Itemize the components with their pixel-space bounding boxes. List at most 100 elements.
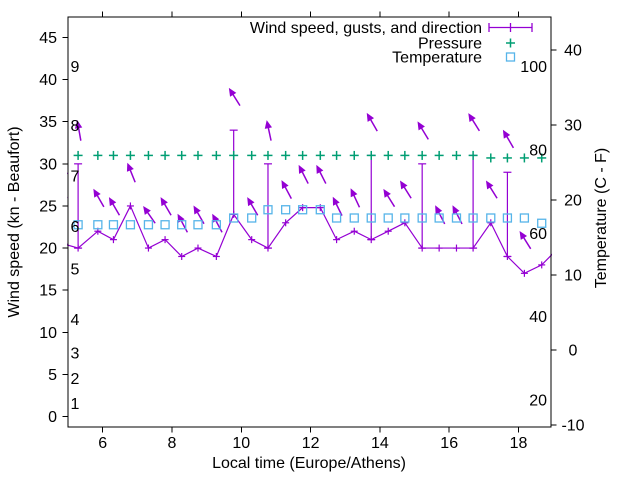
arrow-tail [77, 127, 82, 141]
arrow-tail [129, 169, 136, 183]
temperature-marker [73, 220, 83, 230]
arrow-head [108, 197, 117, 207]
y-tick-label-wind: 25 [39, 198, 57, 215]
arrow-tail [353, 194, 361, 208]
arrow-head [435, 205, 443, 215]
temperature-marker [177, 220, 187, 230]
temperature-marker [519, 213, 530, 223]
temperature-marker [160, 220, 170, 230]
x-tick-label: 10 [232, 435, 250, 452]
wind-direction-arrow [281, 180, 293, 199]
legend: Wind speed, gusts, and directionPressure… [250, 20, 533, 67]
x-axis-label: Local time (Europe/Athens) [212, 455, 406, 472]
arrow-head [417, 121, 425, 131]
temperature-marker [211, 220, 222, 230]
arrow-head [264, 120, 273, 129]
temperature-marker [451, 213, 462, 223]
temperature-marker [434, 213, 444, 223]
wind-direction-arrow [247, 197, 259, 216]
arrow-tail [471, 119, 481, 132]
arrow-tail [180, 220, 189, 233]
arrow-head [502, 129, 511, 139]
wind-direction-arrow [502, 129, 515, 149]
arrow-head [350, 188, 358, 198]
temperature-marker [108, 220, 119, 230]
beaufort-scale-label: 9 [71, 59, 80, 76]
y-axis-label-wind: Wind speed (kn - Beaufort) [6, 126, 23, 318]
arrow-tail [112, 203, 121, 216]
x-tick-label: 8 [168, 435, 177, 452]
arrow-head [281, 180, 289, 190]
wind-direction-arrow [143, 206, 156, 224]
temperature-marker [281, 205, 291, 215]
arrow-tail [232, 93, 241, 107]
wind-speed-line [67, 204, 552, 275]
arrow-tail [489, 186, 498, 199]
temperature-marker [229, 213, 239, 223]
wind-direction-arrow [126, 162, 136, 183]
wind-direction-arrow [366, 112, 378, 132]
temperature-marker [537, 218, 547, 228]
arrow-head [126, 162, 134, 172]
y-tick-label-wind: 45 [39, 30, 57, 47]
y-tick-label-wind: 30 [39, 156, 57, 173]
legend-label-temperature: Temperature [392, 50, 482, 67]
fahrenheit-scale-label: 40 [529, 309, 547, 326]
wind-direction-arrow [93, 188, 105, 208]
temperature-marker [247, 213, 257, 223]
temperature-marker [400, 213, 410, 223]
fahrenheit-scale-label: 60 [529, 226, 547, 243]
temperature-marker [349, 213, 359, 223]
temperature-marker [486, 213, 496, 223]
x-tick-label: 12 [302, 435, 320, 452]
temperature-marker [468, 213, 478, 223]
arrow-head [332, 196, 340, 206]
plot-border [67, 16, 552, 428]
arrow-tail [369, 119, 378, 132]
x-tick-label: 18 [510, 435, 528, 452]
arrow-tail [284, 186, 293, 199]
arrow-tail [215, 220, 223, 233]
arrow-tail [96, 194, 105, 208]
arrow-head [468, 113, 476, 123]
arrow-tail [163, 203, 172, 216]
wind-direction-arrow [228, 87, 241, 107]
arrow-head [383, 188, 391, 198]
wind-direction-arrow [417, 121, 429, 140]
wind-direction-arrow [519, 230, 532, 250]
wind-direction-arrow [193, 205, 205, 225]
y-tick-label-wind: 40 [39, 72, 57, 89]
arrow-head [228, 87, 237, 97]
arrow-head [93, 188, 101, 198]
arrow-head [485, 180, 494, 190]
y-tick-label-wind: 0 [48, 409, 57, 426]
x-tick-label: 6 [98, 435, 107, 452]
temperature-marker [417, 213, 427, 223]
arrow-head [193, 205, 201, 215]
arrow-tail [319, 171, 327, 184]
x-tick-label: 16 [440, 435, 458, 452]
wind-direction-arrow [160, 197, 172, 216]
temperature-marker [193, 220, 203, 230]
arrow-head [316, 164, 324, 174]
beaufort-scale-label: 2 [71, 371, 80, 388]
arrow-tail [196, 211, 205, 225]
arrow-tail [420, 127, 429, 140]
temperature-marker [366, 213, 376, 223]
arrow-tail [386, 194, 396, 208]
y-tick-label-wind: 5 [48, 367, 57, 384]
arrow-tail [146, 211, 156, 224]
beaufort-scale-label: 3 [71, 346, 80, 363]
temperature-marker [331, 213, 342, 223]
wind-direction-arrow [485, 180, 498, 199]
temperature-marker [263, 205, 273, 215]
x-tick-label: 14 [371, 435, 389, 452]
y-tick-label-celsius: 20 [564, 193, 582, 210]
arrow-tail [301, 171, 309, 184]
arrow-tail [403, 186, 412, 199]
beaufort-scale-label: 7 [71, 169, 80, 186]
temperature-marker [315, 205, 325, 215]
y-tick-label-celsius: 30 [564, 118, 582, 135]
